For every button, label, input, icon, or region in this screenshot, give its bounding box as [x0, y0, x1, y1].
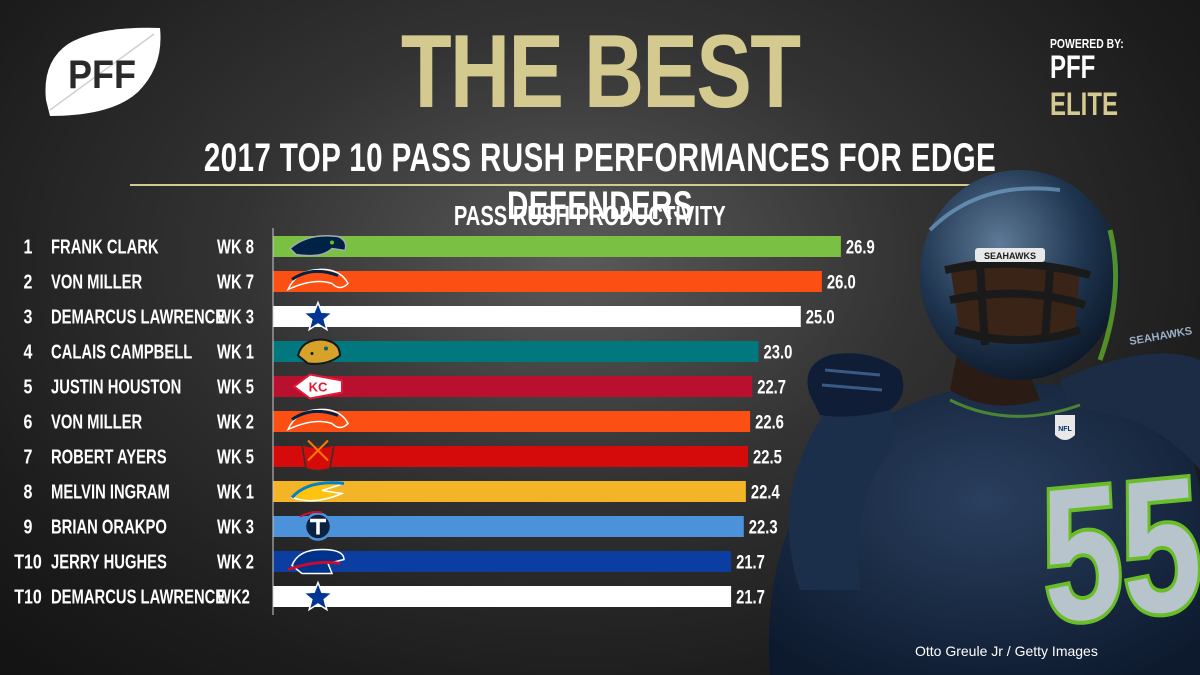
- week-label: WK 1: [217, 480, 254, 503]
- pff-logo-text: PFF: [68, 53, 136, 97]
- player-name-label: DEMARCUS LAWRENCE: [51, 305, 225, 328]
- week-label: WK 7: [217, 270, 254, 293]
- page-subtitle: 2017 TOP 10 PASS RUSH PERFORMANCES FOR E…: [203, 136, 997, 228]
- powered-by-badge: POWERED BY: PFF ELITE: [1050, 36, 1170, 123]
- chart-row: T10 JERRY HUGHES WK 2 21.7: [14, 548, 765, 575]
- cowboys-logo-icon: [301, 300, 335, 332]
- week-label: WK 3: [217, 305, 254, 328]
- bar: [273, 236, 841, 257]
- player-name-label: FRANK CLARK: [51, 235, 159, 258]
- helmet-text: SEAHAWKS: [984, 251, 1036, 261]
- player-name-label: VON MILLER: [51, 410, 142, 433]
- value-label: 23.0: [764, 342, 793, 363]
- week-label: WK 1: [217, 340, 254, 363]
- player-name-label: VON MILLER: [51, 270, 142, 293]
- rank-label: 2: [24, 271, 33, 293]
- jersey-number: 55: [1037, 436, 1200, 663]
- chart-row: 6 VON MILLER WK 2 22.6: [24, 408, 784, 433]
- chart-row: 1 FRANK CLARK WK 8 26.9: [24, 235, 875, 258]
- chart-row: 5 JUSTIN HOUSTON WK 5 KC 22.7: [24, 373, 786, 400]
- titans-logo-icon: [299, 511, 333, 541]
- player-name-label: MELVIN INGRAM: [51, 480, 170, 503]
- bar: [273, 586, 732, 607]
- player-photo: SEAHAWKS SEAHAWKS NFL 55: [768, 170, 1200, 675]
- week-label: WK 3: [217, 515, 254, 538]
- value-label: 26.0: [827, 272, 856, 293]
- player-name-label: CALAIS CAMPBELL: [51, 340, 193, 363]
- rank-label: T10: [14, 551, 42, 573]
- value-label: 22.4: [751, 482, 780, 503]
- value-label: 21.7: [736, 552, 765, 573]
- bar: [273, 341, 759, 362]
- jaguars-logo-icon: [296, 338, 342, 365]
- bar: [273, 411, 751, 432]
- week-label: WK2: [217, 585, 250, 608]
- player-name-label: JUSTIN HOUSTON: [51, 375, 181, 398]
- cowboys-logo-icon: [301, 580, 335, 612]
- rank-label: 1: [24, 236, 33, 258]
- player-name-label: BRIAN ORAKPO: [51, 515, 167, 538]
- rank-label: 8: [24, 481, 33, 503]
- nfl-patch: NFL: [1058, 426, 1072, 433]
- week-label: WK 5: [217, 445, 254, 468]
- title-divider: [130, 184, 1060, 186]
- bar: [273, 271, 822, 292]
- svg-text:KC: KC: [309, 380, 328, 395]
- chart-row: 2 VON MILLER WK 7 26.0: [24, 268, 856, 293]
- pff-elite-label: PFF ELITE: [1050, 49, 1119, 122]
- value-label: 22.3: [749, 517, 778, 538]
- rank-label: 6: [24, 411, 33, 433]
- rank-label: 5: [24, 376, 33, 398]
- broncos-logo-icon: [286, 268, 349, 292]
- page-title: THE BEST: [400, 14, 801, 130]
- bar: [273, 551, 732, 572]
- rank-label: 3: [24, 306, 33, 328]
- rank-label: 4: [24, 341, 33, 363]
- value-label: 22.5: [753, 447, 782, 468]
- chart-title: PASS RUSH PRODUCTIVITY: [454, 200, 726, 231]
- rank-label: T10: [14, 586, 42, 608]
- player-name-label: DEMARCUS LAWRENCE: [51, 585, 225, 608]
- pff-logo: PFF: [45, 27, 161, 116]
- week-label: WK 5: [217, 375, 254, 398]
- value-label: 22.6: [755, 412, 784, 433]
- bar: [273, 376, 753, 397]
- value-label: 26.9: [846, 237, 875, 258]
- rank-label: 7: [24, 446, 33, 468]
- chart-row: 9 BRIAN ORAKPO WK 3 22.3: [24, 511, 778, 541]
- photo-credit: Otto Greule Jr / Getty Images: [915, 643, 1098, 659]
- week-label: WK 2: [217, 410, 254, 433]
- player-name-label: ROBERT AYERS: [51, 445, 167, 468]
- buccaneers-logo-icon: [301, 439, 335, 472]
- value-label: 25.0: [806, 307, 835, 328]
- chart-row: 7 ROBERT AYERS WK 5 22.5: [24, 439, 782, 472]
- bar: [273, 481, 746, 502]
- chargers-logo-icon: [290, 481, 345, 502]
- bar: [273, 516, 744, 537]
- player-name-label: JERRY HUGHES: [51, 550, 167, 573]
- chart-row: 8 MELVIN INGRAM WK 1 22.4: [24, 480, 781, 503]
- week-label: WK 2: [217, 550, 254, 573]
- bills-logo-icon: [287, 548, 345, 575]
- chart-row: 4 CALAIS CAMPBELL WK 1 23.0: [24, 338, 793, 365]
- week-label: WK 8: [217, 235, 254, 258]
- seahawks-logo-icon: [288, 235, 347, 257]
- broncos-logo-icon: [286, 408, 349, 432]
- powered-by-label: POWERED BY:: [1050, 36, 1124, 51]
- value-label: 21.7: [736, 587, 765, 608]
- value-label: 22.7: [757, 377, 786, 398]
- bar: [273, 446, 748, 467]
- chiefs-logo-icon: KC: [292, 373, 343, 400]
- rank-label: 9: [24, 516, 33, 538]
- bar: [273, 306, 801, 327]
